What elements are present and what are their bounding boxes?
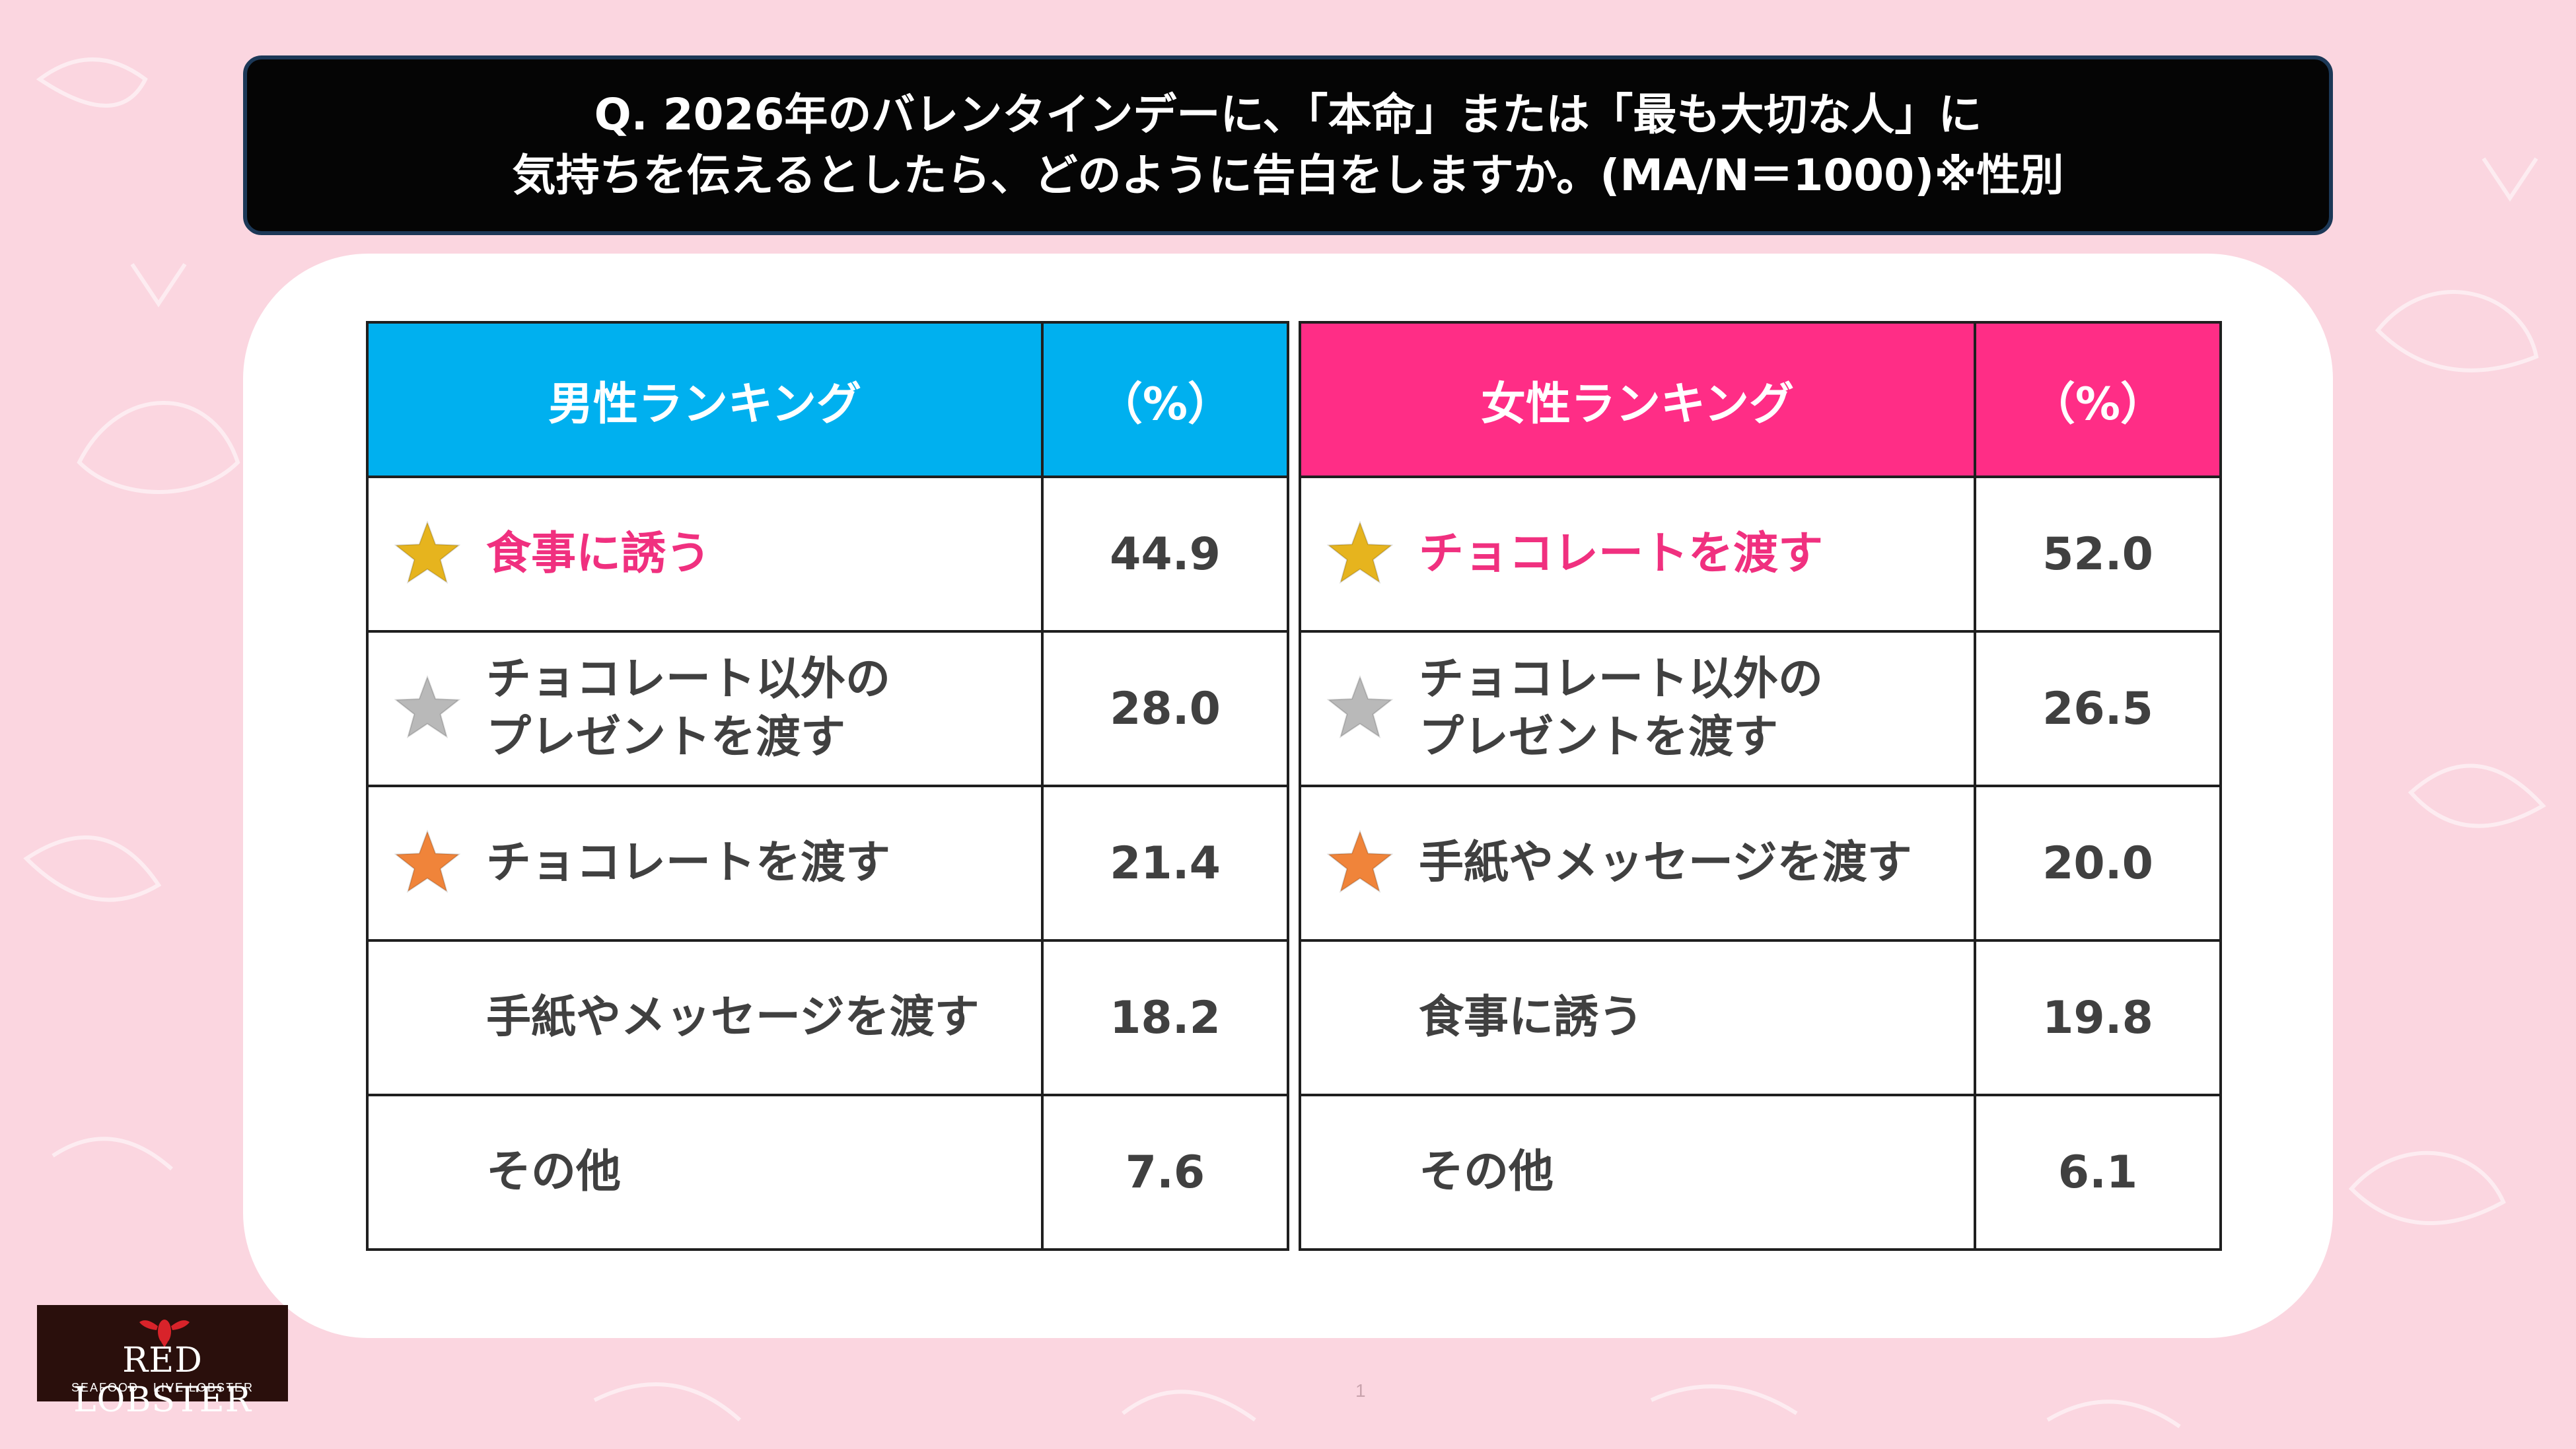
medal-slot: [1301, 942, 1419, 1094]
female-item-label: チョコレートを渡す: [1419, 528, 1824, 580]
medal-slot: [1301, 478, 1419, 630]
male-item-cell: 手紙やメッセージを渡す: [366, 939, 1044, 1096]
lobster-icon: [139, 1320, 190, 1347]
female-item-cell: チョコレートを渡す: [1299, 476, 1976, 633]
medal-slot: [1301, 633, 1419, 785]
female-item-cell: 手紙やメッセージを渡す: [1299, 785, 1976, 942]
red-lobster-logo: RED LOBSTER SEAFOOD · LIVE LOBSTER: [37, 1305, 288, 1420]
medal-slot: [369, 478, 486, 630]
bronze-star-icon: [1326, 830, 1394, 893]
medal-slot: [369, 787, 486, 939]
logo-tagline: SEAFOOD · LIVE LOBSTER: [71, 1381, 254, 1394]
medal-slot: [369, 942, 486, 1094]
question-title-line-1: Q. 2026年のバレンタインデーに、「本命」または「最も大切な人」に: [594, 89, 1982, 140]
gold-star-icon: [1326, 520, 1394, 584]
gold-star-icon: [394, 520, 461, 584]
female-item-label: 食事に誘う: [1419, 991, 1644, 1043]
medal-slot: [369, 633, 486, 785]
male-percent-value: 28.0: [1041, 630, 1289, 787]
male-item-cell: チョコレート以外の プレゼントを渡す: [366, 630, 1044, 787]
female-ranking-table: 女性ランキング （%） チョコレートを渡す 52.0 チョコレート以外の プレゼントを…: [1299, 321, 2222, 1251]
female-percent-value: 6.1: [1974, 1094, 2222, 1251]
female-rank-row-3: 手紙やメッセージを渡す 20.0: [1299, 785, 2222, 942]
male-rank-row-5: その他 7.6: [366, 1094, 1289, 1251]
female-percent-value: 19.8: [1974, 939, 2222, 1096]
male-item-label: 食事に誘う: [486, 528, 711, 580]
silver-star-icon: [1326, 675, 1394, 738]
female-table-body: チョコレートを渡す 52.0 チョコレート以外の プレゼントを渡す 26.5 手紙やメッセ…: [1299, 476, 2222, 1251]
female-rank-row-1: チョコレートを渡す 52.0: [1299, 476, 2222, 633]
male-item-label: チョコレート以外の プレゼントを渡す: [486, 653, 891, 763]
male-ranking-heading: 男性ランキング: [366, 321, 1044, 478]
female-rank-row-2: チョコレート以外の プレゼントを渡す 26.5: [1299, 630, 2222, 787]
male-rank-row-1: 食事に誘う 44.9: [366, 476, 1289, 633]
female-table-header: 女性ランキング （%）: [1299, 321, 2222, 478]
bronze-star-icon: [394, 830, 461, 893]
female-percent-value: 20.0: [1974, 785, 2222, 942]
medal-slot: [1301, 787, 1419, 939]
female-rank-row-4: 食事に誘う 19.8: [1299, 939, 2222, 1096]
male-rank-row-2: チョコレート以外の プレゼントを渡す 28.0: [366, 630, 1289, 787]
male-rank-row-4: 手紙やメッセージを渡す 18.2: [366, 939, 1289, 1096]
male-percent-value: 7.6: [1041, 1094, 1289, 1251]
female-item-label: 手紙やメッセージを渡す: [1419, 837, 1912, 889]
silver-star-icon: [394, 675, 461, 738]
male-rank-row-3: チョコレートを渡す 21.4: [366, 785, 1289, 942]
logo-name: RED LOBSTER: [73, 1341, 252, 1420]
question-title-line-2: 気持ちを伝えるとしたら、どのように告白をしますか。(MA/N＝1000)※性別: [512, 150, 2064, 201]
female-item-label: チョコレート以外の プレゼントを渡す: [1419, 653, 1824, 763]
question-title-bar: Q. 2026年のバレンタインデーに、「本命」または「最も大切な人」に 気持ちを…: [243, 55, 2333, 235]
male-item-label: 手紙やメッセージを渡す: [486, 991, 980, 1043]
male-item-cell: チョコレートを渡す: [366, 785, 1044, 942]
female-rank-row-5: その他 6.1: [1299, 1094, 2222, 1251]
female-ranking-heading: 女性ランキング: [1299, 321, 1976, 478]
female-item-cell: 食事に誘う: [1299, 939, 1976, 1096]
medal-slot: [369, 1096, 486, 1248]
female-item-cell: その他: [1299, 1094, 1976, 1251]
male-table-body: 食事に誘う 44.9 チョコレート以外の プレゼントを渡す 28.0 チョコレートを渡す 2…: [366, 476, 1289, 1251]
male-item-cell: 食事に誘う: [366, 476, 1044, 633]
male-percent-value: 44.9: [1041, 476, 1289, 633]
female-item-label: その他: [1419, 1146, 1554, 1198]
male-percent-value: 18.2: [1041, 939, 1289, 1096]
male-item-label: その他: [486, 1146, 622, 1198]
female-percent-value: 52.0: [1974, 476, 2222, 633]
page-number: 1: [1355, 1380, 1366, 1401]
male-item-label: チョコレートを渡す: [486, 837, 891, 889]
male-ranking-table: 男性ランキング （%） 食事に誘う 44.9 チョコレート以外の プレゼントを渡す 28…: [366, 321, 1289, 1251]
male-table-header: 男性ランキング （%）: [366, 321, 1289, 478]
female-item-cell: チョコレート以外の プレゼントを渡す: [1299, 630, 1976, 787]
male-percent-value: 21.4: [1041, 785, 1289, 942]
medal-slot: [1301, 1096, 1419, 1248]
male-item-cell: その他: [366, 1094, 1044, 1251]
female-percent-heading: （%）: [1974, 321, 2222, 478]
female-percent-value: 26.5: [1974, 630, 2222, 787]
male-percent-heading: （%）: [1041, 321, 1289, 478]
